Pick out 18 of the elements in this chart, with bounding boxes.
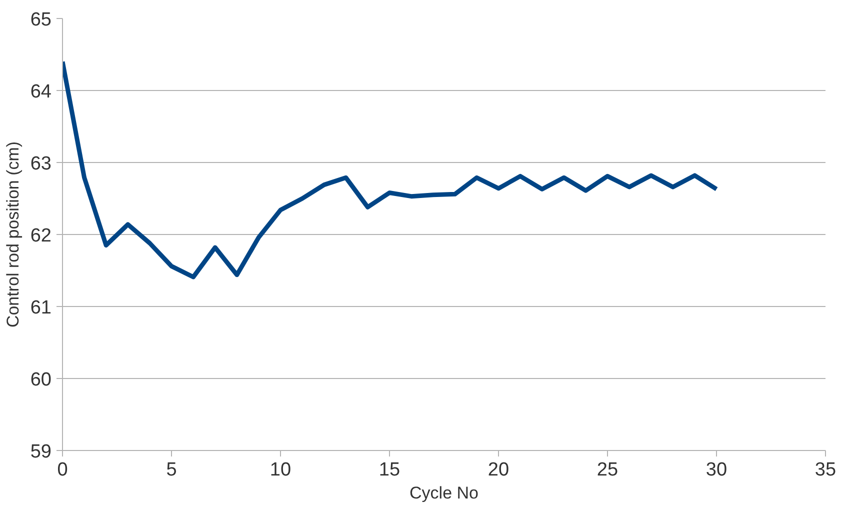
x-tick-label: 10 <box>270 460 292 480</box>
y-tick-label: 61 <box>30 298 52 318</box>
y-tick-label: 59 <box>30 442 52 462</box>
line-series <box>62 59 719 280</box>
x-tick-label: 0 <box>57 460 68 480</box>
x-tick-label: 35 <box>814 460 836 480</box>
y-axis-title: Control rod position (cm) <box>3 141 22 328</box>
y-tick-label: 64 <box>30 82 52 102</box>
x-tick-label: 30 <box>706 460 728 480</box>
x-axis-title: Cycle No <box>410 484 478 502</box>
x-tick-label: 5 <box>166 460 177 480</box>
x-tick-label: 20 <box>488 460 510 480</box>
y-tick-label: 60 <box>30 370 52 390</box>
x-tick-label: 25 <box>596 460 618 480</box>
x-tick-label: 15 <box>378 460 400 480</box>
y-tick-label: 62 <box>30 226 52 246</box>
y-tick-label: 65 <box>30 10 52 30</box>
y-tick-label: 63 <box>30 154 52 174</box>
